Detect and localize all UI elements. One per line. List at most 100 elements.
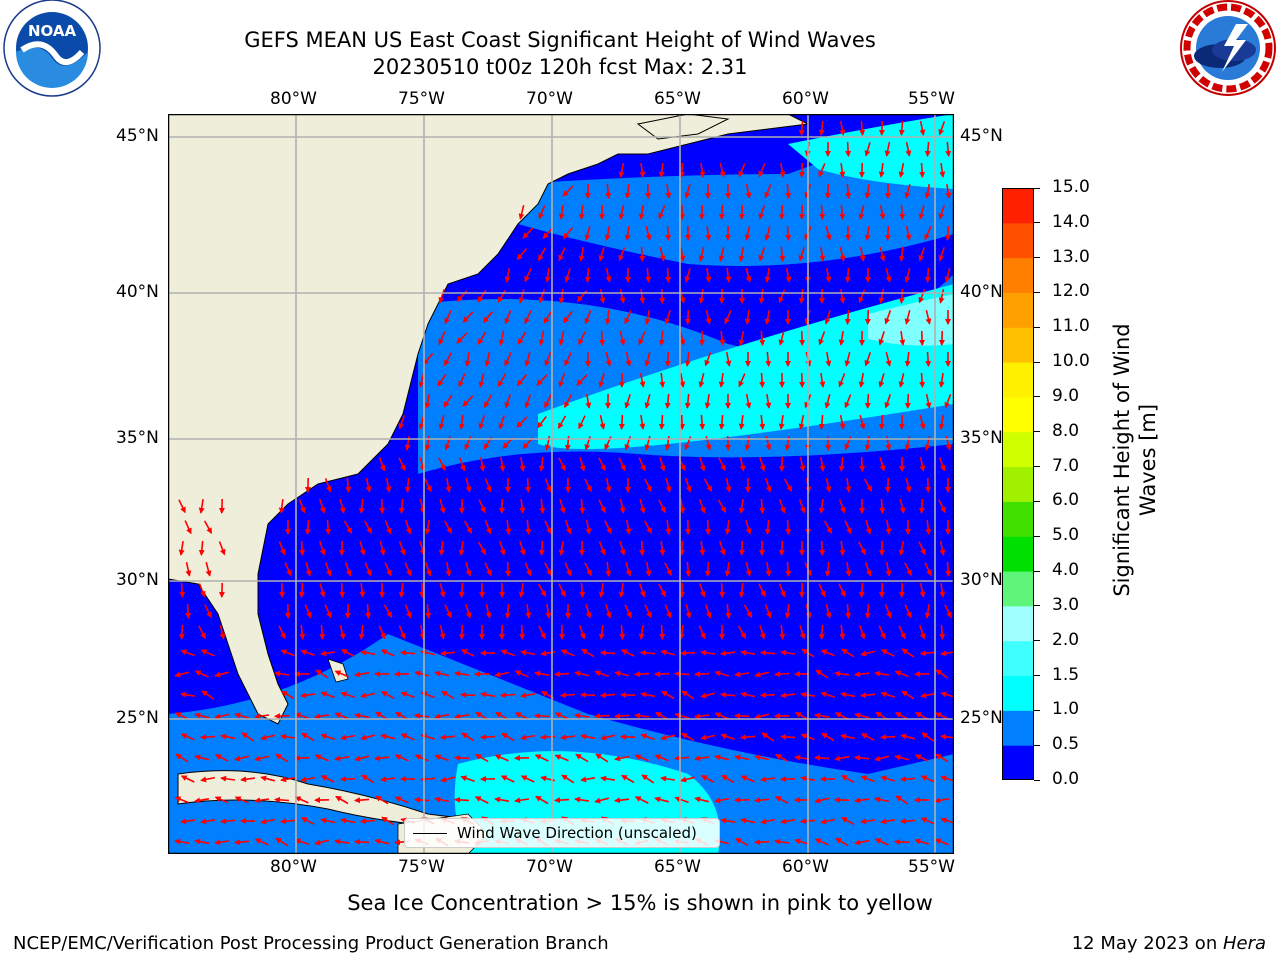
colorbar-tick-mark [1034, 291, 1040, 293]
wind-wave-arrow [358, 624, 365, 640]
wind-wave-arrow [538, 456, 545, 472]
colorbar-tick-mark [1034, 187, 1040, 189]
wind-wave-arrow [554, 671, 570, 678]
wind-wave-arrow [585, 604, 592, 619]
lon-tick-bottom: 60°W [782, 857, 829, 877]
wind-wave-arrow [378, 457, 386, 472]
wind-wave-arrow [940, 691, 954, 698]
wind-wave-arrow [537, 583, 547, 597]
wind-wave-arrow [799, 625, 806, 640]
wind-wave-arrow [780, 733, 796, 740]
wind-wave-arrow [482, 311, 494, 324]
wind-wave-arrow [558, 583, 566, 598]
wind-wave-arrow [778, 289, 786, 304]
wind-wave-arrow [437, 457, 447, 472]
wind-wave-arrow [518, 289, 525, 304]
wind-wave-arrow [719, 163, 726, 178]
wind-wave-arrow [759, 330, 766, 346]
wind-wave-arrow [478, 499, 486, 514]
wind-wave-arrow [904, 310, 911, 325]
wind-wave-arrow [504, 310, 512, 325]
wind-wave-arrow [280, 733, 296, 740]
colorbar-tick-label: 1.0 [1052, 699, 1080, 720]
wind-wave-arrow [704, 604, 712, 619]
colorbar-segment [1002, 327, 1034, 363]
wind-wave-arrow [794, 838, 809, 845]
wind-wave-arrow [778, 330, 785, 346]
wind-wave-arrow [919, 120, 926, 136]
colorbar-frame [1002, 188, 1034, 780]
wind-wave-arrow [694, 755, 710, 762]
wind-wave-arrow [419, 499, 426, 514]
wind-wave-arrow [360, 818, 376, 825]
wind-wave-arrow [934, 712, 949, 720]
wind-wave-arrow [519, 624, 526, 640]
colorbar-tick-mark [1034, 431, 1040, 433]
colorbar-tick-label: 12.0 [1052, 281, 1090, 302]
wind-wave-arrow [598, 247, 605, 262]
wind-wave-arrow [640, 733, 655, 741]
wind-wave-arrow [845, 561, 852, 577]
wind-wave-arrow [478, 373, 485, 388]
wind-wave-arrow [458, 457, 466, 472]
wind-wave-arrow [644, 309, 651, 325]
wind-wave-arrow [780, 649, 796, 656]
wind-wave-arrow [658, 499, 666, 514]
wind-wave-arrow [700, 649, 716, 656]
wind-wave-arrow [281, 690, 295, 700]
wind-wave-arrow [798, 120, 805, 136]
wind-wave-arrow [534, 712, 550, 719]
wind-wave-arrow [858, 204, 865, 220]
wind-wave-arrow [884, 141, 891, 157]
wind-wave-arrow [464, 351, 471, 367]
wind-wave-arrow [799, 456, 806, 472]
map-legend: Wind Wave Direction (unscaled) [404, 818, 720, 848]
wind-wave-arrow [918, 289, 926, 304]
wind-wave-arrow [458, 582, 465, 598]
wind-wave-arrow [764, 267, 771, 283]
wind-wave-arrow [454, 670, 470, 677]
wind-wave-arrow [340, 648, 355, 658]
wind-wave-arrow [594, 797, 610, 804]
wind-wave-arrow [783, 478, 793, 492]
wind-wave-arrow [814, 754, 830, 761]
wind-wave-arrow [301, 732, 315, 742]
wind-wave-arrow [845, 183, 852, 199]
wind-wave-arrow [194, 670, 209, 678]
wind-wave-arrow [718, 204, 725, 220]
wind-wave-arrow [398, 457, 406, 472]
wind-wave-arrow [618, 457, 626, 472]
wind-wave-arrow [919, 625, 926, 640]
wind-wave-arrow [859, 625, 866, 640]
wind-wave-arrow [400, 691, 415, 699]
wind-wave-arrow [398, 625, 406, 640]
wind-wave-arrow [198, 540, 205, 556]
wind-wave-arrow [319, 541, 326, 556]
wind-wave-arrow [384, 520, 392, 535]
wind-wave-arrow [180, 818, 196, 825]
wind-wave-arrow [558, 540, 565, 556]
wind-wave-arrow [278, 498, 285, 514]
wind-wave-arrow [860, 775, 875, 783]
wind-wave-arrow [516, 374, 528, 387]
wind-wave-arrow [745, 183, 752, 199]
wind-wave-arrow [614, 797, 630, 804]
wind-wave-arrow [465, 478, 472, 493]
wind-wave-arrow [605, 352, 612, 367]
wind-wave-arrow [880, 734, 896, 741]
wind-wave-arrow [780, 776, 796, 783]
wind-wave-arrow [359, 541, 366, 556]
wind-wave-arrow [584, 225, 591, 241]
colorbar-segment [1002, 222, 1034, 259]
wind-wave-arrow [425, 603, 432, 619]
wind-wave-arrow [618, 205, 625, 220]
colorbar-segment [1002, 188, 1034, 224]
wind-wave-arrow [214, 839, 230, 846]
wind-wave-arrow [445, 561, 452, 577]
wind-wave-arrow [461, 732, 475, 742]
wind-wave-arrow [858, 582, 865, 598]
wind-wave-arrow [865, 520, 872, 535]
wind-wave-arrow [537, 416, 547, 429]
wind-wave-arrow [278, 625, 286, 640]
gulf-of-mexico-edge [168, 584, 228, 659]
